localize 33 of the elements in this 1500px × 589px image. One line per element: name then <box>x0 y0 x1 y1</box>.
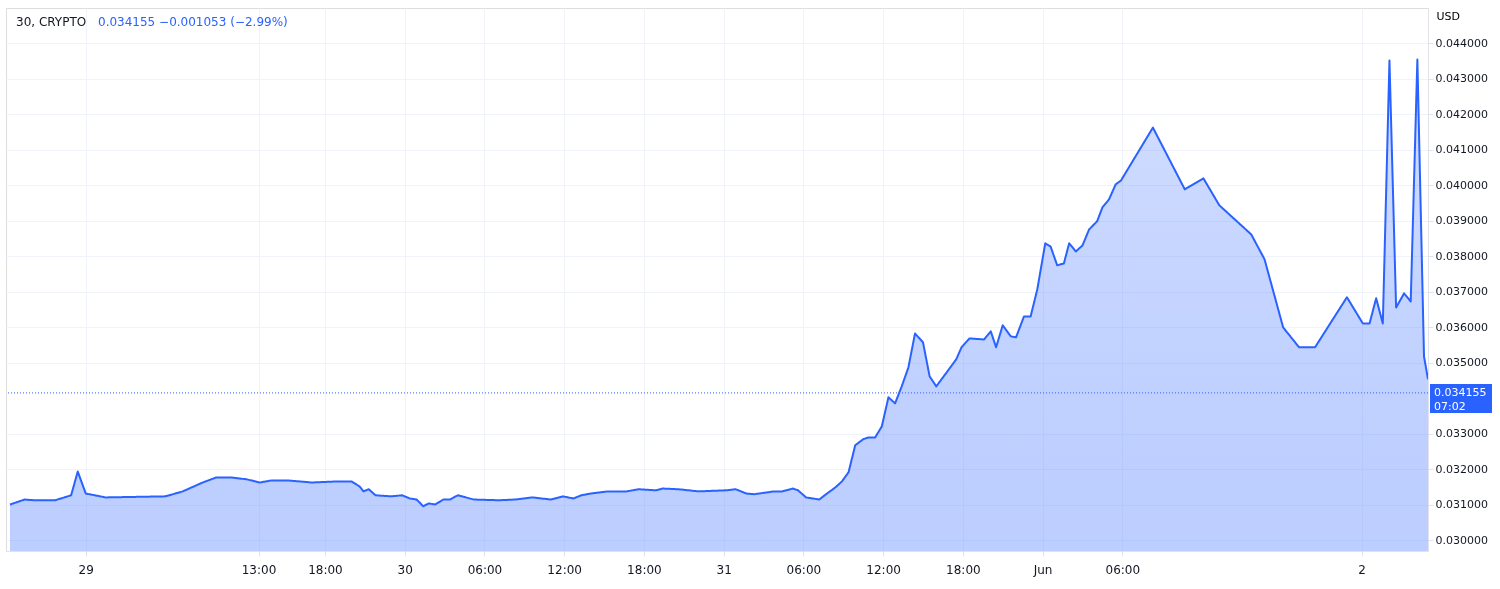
y-tick-label: 0.040000 <box>1435 178 1488 192</box>
y-tick-label: 0.037000 <box>1435 285 1488 299</box>
x-tick-label: 18:00 <box>627 562 662 577</box>
y-tick-label: 0.044000 <box>1435 36 1488 50</box>
x-tick-label: 06:00 <box>1105 562 1141 577</box>
text: 0.034155 −0.001053 (−2.99%) <box>98 15 288 29</box>
x-tick-label: 12:00 <box>866 562 901 577</box>
x-tick-label: Jun <box>1032 562 1053 577</box>
y-tick-label: 0.039000 <box>1435 214 1488 228</box>
y-axis-title: USD <box>1436 9 1461 23</box>
x-tick-label: 13:00 <box>241 562 277 577</box>
x-tick-label: 30 <box>397 562 413 577</box>
x-tick-label: 29 <box>78 562 94 577</box>
text: 30, CRYPTO <box>16 15 87 29</box>
y-tick-label: 0.043000 <box>1435 72 1488 86</box>
y-tick-label: 0.041000 <box>1435 143 1488 157</box>
x-tick-label: 06:00 <box>467 562 503 577</box>
text: 07:02 <box>1434 399 1466 413</box>
y-tick-label: 0.036000 <box>1435 320 1488 334</box>
y-tick-label: 0.042000 <box>1435 107 1488 121</box>
y-tick-label: 0.038000 <box>1435 249 1488 263</box>
y-tick-label: 0.031000 <box>1435 498 1488 512</box>
x-tick-label: 06:00 <box>786 562 822 577</box>
x-tick-label: 18:00 <box>308 562 343 577</box>
y-tick-label: 0.032000 <box>1435 462 1488 476</box>
x-tick-label: 2 <box>1358 562 1366 577</box>
y-tick-label: 0.030000 <box>1435 533 1488 547</box>
ref-line-label: 0.034155 <box>1434 385 1487 399</box>
y-tick-label: 0.035000 <box>1435 356 1488 370</box>
x-tick-label: 12:00 <box>547 562 582 577</box>
y-tick-label: 0.033000 <box>1435 427 1488 441</box>
x-tick-label: 18:00 <box>946 562 981 577</box>
x-tick-label: 31 <box>716 562 732 577</box>
